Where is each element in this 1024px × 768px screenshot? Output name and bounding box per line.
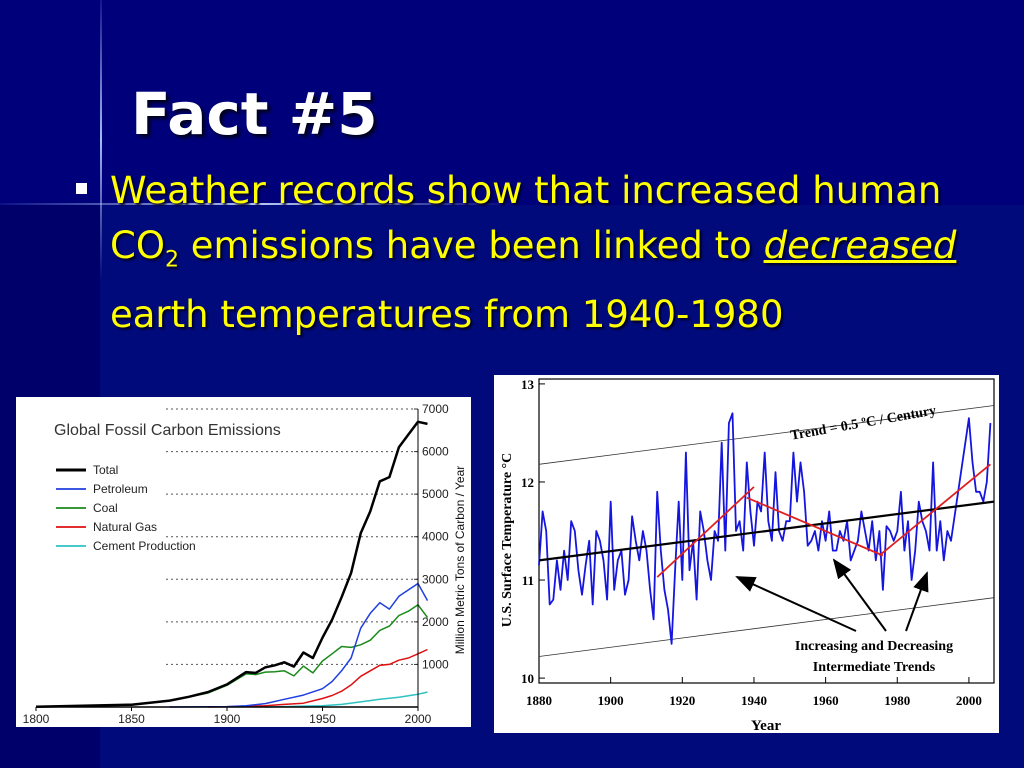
- emissions-chart: 1000 2000 3000 4000 5000 6000 7000 1800 1850 1900…: [23, 402, 467, 726]
- bullet-text-part2: emissions have been linked to: [178, 224, 764, 267]
- emissions-y-tick-label: 3000: [422, 572, 449, 586]
- emissions-x-tick-label: 1900: [214, 712, 241, 726]
- temperature-plot-frame: [538, 378, 995, 684]
- emissions-y-tick-label: 7000: [422, 402, 449, 416]
- decor-vertical-line: [100, 0, 102, 280]
- temperature-note-line1: Increasing and Decreasing: [795, 639, 953, 654]
- temperature-x-tick-label: 1920: [669, 693, 695, 708]
- temperature-x-tick-label: 2000: [956, 693, 982, 708]
- temperature-x-tick-label: 1900: [598, 693, 624, 708]
- emissions-x-tick-label: 1950: [309, 712, 336, 726]
- emissions-y-tick-label: 4000: [422, 530, 449, 544]
- temperature-note-line2: Intermediate Trends: [813, 660, 936, 675]
- temperature-y-tick-label: 10: [521, 671, 534, 686]
- temperature-trend-label: Trend = 0.5 ºC / Century: [789, 403, 937, 443]
- temperature-chart: 10 11 12 13 1880 1900 1920 1940 1960 1980 2000 Tre…: [500, 377, 995, 734]
- emissions-x-tick-label: 1850: [118, 712, 145, 726]
- temperature-annotation-arrow: [832, 558, 887, 632]
- emissions-series-line: [207, 648, 428, 708]
- emissions-chart-ylabel: Million Metric Tons of Carbon / Year: [453, 466, 467, 655]
- temperature-chart-panel: 10 11 12 13 1880 1900 1920 1940 1960 1980 2000 Tre…: [494, 375, 999, 734]
- emissions-chart-panel: 1000 2000 3000 4000 5000 6000 7000 1800 1850 1900…: [16, 397, 471, 727]
- emissions-series-line: [169, 582, 429, 708]
- emissions-x-tick-label: 1800: [23, 712, 50, 726]
- emissions-y-tick-label: 1000: [422, 657, 449, 671]
- background-top-band: [0, 0, 1024, 205]
- temperature-y-tick-label: 13: [521, 377, 535, 392]
- temperature-chart-ylabel: U.S. Surface Temperature °C: [500, 453, 515, 628]
- emissions-legend-label: Total: [93, 463, 118, 477]
- emissions-chart-title: Global Fossil Carbon Emissions: [54, 422, 281, 439]
- bullet-text: Weather records show that increased huma…: [110, 163, 990, 342]
- emissions-legend-label: Natural Gas: [93, 520, 157, 534]
- temperature-chart-xlabel: Year: [751, 718, 781, 733]
- slide-title: Fact #5: [131, 80, 378, 148]
- temperature-series-line: [538, 412, 992, 645]
- emissions-y-tick-label: 5000: [422, 487, 449, 501]
- bullet-text-emphasis: decreased: [763, 224, 957, 267]
- temperature-annotation-arrow: [735, 576, 857, 632]
- temperature-annotation-arrow: [905, 571, 929, 632]
- bullet-text-part1: Weather records show that increased huma…: [110, 169, 942, 267]
- temperature-segment-line: [746, 496, 884, 557]
- emissions-legend-label: Coal: [93, 501, 118, 515]
- emissions-y-tick-label: 6000: [422, 445, 449, 459]
- bullet-square-icon: [76, 183, 87, 194]
- emissions-x-tick-label: 2000: [405, 712, 432, 726]
- temperature-segment-line: [656, 486, 755, 578]
- emissions-series-line: [35, 420, 428, 709]
- temperature-x-tick-label: 1960: [813, 693, 839, 708]
- bullet-text-subscript: 2: [164, 247, 179, 273]
- bullet-text-part3: earth temperatures from 1940-1980: [110, 293, 784, 337]
- emissions-legend-label: Petroleum: [93, 482, 148, 496]
- emissions-legend-label: Cement Production: [93, 539, 196, 553]
- temperature-trend-line: [538, 500, 995, 562]
- temperature-envelope-line: [538, 597, 995, 657]
- temperature-y-tick-label: 12: [521, 475, 534, 490]
- temperature-envelope-line: [538, 405, 995, 465]
- temperature-x-tick-label: 1980: [884, 693, 910, 708]
- temperature-x-tick-label: 1880: [526, 693, 552, 708]
- temperature-segment-line: [878, 463, 991, 557]
- emissions-y-tick-label: 2000: [422, 615, 449, 629]
- emissions-series-line: [35, 604, 429, 708]
- temperature-x-tick-label: 1940: [741, 693, 767, 708]
- decor-horizontal-line: [0, 203, 520, 205]
- temperature-y-tick-label: 11: [522, 573, 534, 588]
